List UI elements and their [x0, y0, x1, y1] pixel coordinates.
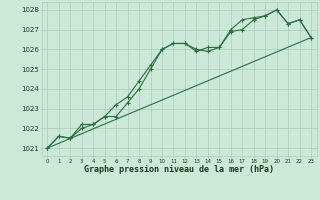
X-axis label: Graphe pression niveau de la mer (hPa): Graphe pression niveau de la mer (hPa) [84, 165, 274, 174]
